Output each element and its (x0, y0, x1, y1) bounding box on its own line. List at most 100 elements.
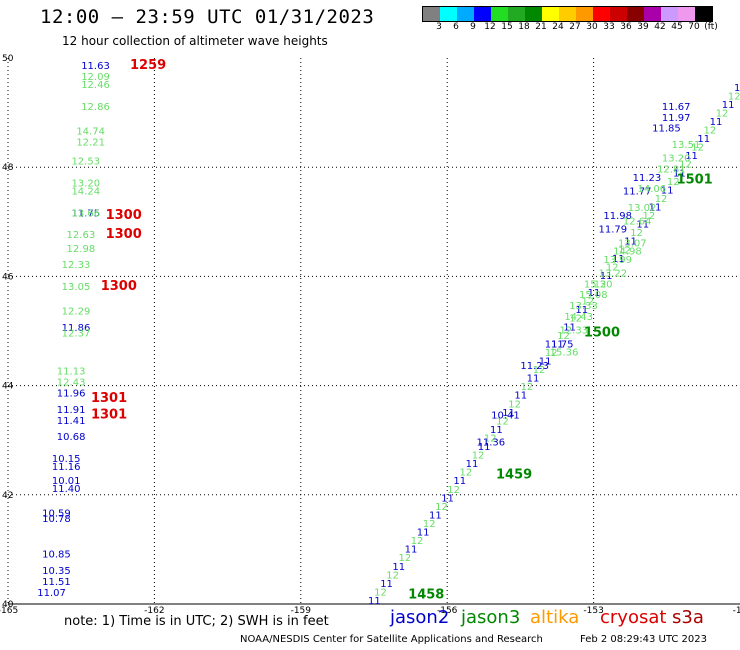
ground-track-mark: 11 (380, 579, 393, 590)
ground-track-mark: 11 (527, 374, 540, 385)
grid-layer (8, 58, 740, 604)
pass-time-label: 1458 (408, 588, 444, 603)
ground-track-mark: 11 (405, 545, 418, 556)
ground-track-mark: 11 (673, 168, 686, 179)
ground-track-mark: 11 (539, 356, 552, 367)
ground-track-mark: 11 (697, 134, 710, 145)
jason3-swh-label: 12.43 (57, 378, 86, 389)
color-swatch (610, 7, 627, 21)
jason2-swh-label: 11.77 (623, 187, 652, 198)
jason3-swh-label: 12.53 (71, 156, 100, 167)
cryosat-swh-label: 1300 (106, 208, 142, 223)
jason2-swh-label: 10.59 (42, 509, 71, 520)
jason3-swh-label: 13.99 (603, 255, 632, 266)
color-scale-label: 30 (586, 22, 598, 32)
jason3-swh-label: 14.74 (76, 126, 105, 137)
color-swatch (474, 7, 491, 21)
ground-track-mark: 12 (716, 108, 729, 119)
color-scale-label: 15 (501, 22, 513, 32)
color-scale-label: (ft) (704, 22, 718, 32)
generated-time: Feb 2 08:29:43 UTC 2023 (580, 634, 707, 645)
x-tick-label: -15 (733, 606, 740, 616)
jason2-swh-label: 11.79 (598, 225, 627, 236)
ground-track-mark: 11 (710, 117, 723, 128)
color-swatch (440, 7, 457, 21)
color-scale-labels: 3 6 9 12 15 18 21 24 27 30 33 36 39 42 45 70 (ft) (422, 22, 740, 34)
color-scale-label: 39 (637, 22, 649, 32)
jason3-swh-label: 13.22 (598, 268, 627, 279)
ground-track-fill: 1112111211121112111211121112111211121112… (368, 83, 740, 607)
jason2-swh-label: 10.78 (42, 514, 71, 525)
jason2-swh-label: 11.51 (42, 577, 71, 588)
color-scale-label: 27 (569, 22, 581, 32)
jason3-swh-label: 12.86 (81, 102, 110, 113)
color-scale-label: 9 (470, 22, 476, 32)
legend-jason3: jason3 (461, 607, 521, 628)
ground-track-mark: 12 (606, 262, 619, 273)
color-swatch (457, 7, 474, 21)
color-swatch (508, 7, 525, 21)
jason3-swh-label: 14.24 (71, 187, 100, 198)
jason2-swh-label: 11.85 (652, 124, 681, 135)
jason2-swh-label: 11.75 (545, 339, 574, 350)
jason2-swh-label: 11.97 (662, 113, 691, 124)
jason3-swh-label: 12.21 (76, 137, 105, 148)
ground-track-mark: 12 (447, 485, 460, 496)
ground-track-mark: 12 (618, 245, 631, 256)
ground-track-mark: 11 (624, 237, 637, 248)
y-tick-label: 40 (2, 600, 14, 610)
ground-track-mark: 12 (704, 126, 717, 137)
jason3-swh-label: 15.36 (550, 348, 579, 359)
ground-track-mark: 11 (417, 528, 430, 539)
jason3-swh-label: 12.33 (62, 260, 91, 271)
jason3-swh-label: 12.33 (559, 326, 588, 337)
legend-jason2: jason2 (390, 607, 450, 628)
jason2-swh-label: 11.96 (57, 389, 86, 400)
ground-track-mark: 12 (655, 194, 668, 205)
ground-track-mark: 12 (582, 297, 595, 308)
jason2-swh-label: 10.35 (42, 566, 71, 577)
footer-note: note: 1) Time is in UTC; 2) SWH is in fe… (64, 614, 329, 629)
ground-track-mark: 12 (545, 348, 558, 359)
jason3-swh-label: 13.02 (628, 203, 657, 214)
jason3-swh-label: 12.29 (62, 307, 91, 318)
jason2-swh-label: 11.07 (37, 588, 66, 599)
jason3-swh-label: 11.13 (57, 367, 86, 378)
page-title: 12:00 – 23:59 UTC 01/31/2023 (40, 6, 375, 28)
jason3-swh-label: 12.81 (657, 165, 686, 176)
ground-track-mark: 11 (722, 100, 735, 111)
pass-time-label: 1501 (677, 173, 713, 188)
color-scale-label: 45 (671, 22, 683, 32)
jason2-swh-label: 11.16 (52, 462, 81, 473)
ground-track-mark: 11 (453, 476, 466, 487)
jason3-swh-label: 13.66 (71, 208, 100, 219)
cryosat-swh-label: 1301 (91, 391, 127, 406)
ground-track-mark: 12 (399, 553, 412, 564)
y-tick-label: 42 (2, 491, 13, 501)
jason2-swh-label: 11.41 (57, 416, 86, 427)
cryosat-swh-label: 1300 (101, 279, 137, 294)
ground-track-mark: 12 (374, 587, 387, 598)
jason3-swh-label: 12.46 (81, 80, 110, 91)
jason3-swh-label: 13.20 (662, 154, 691, 165)
cryosat-swh-label: 1259 (130, 58, 166, 73)
ground-track-mark: 12 (667, 177, 680, 188)
color-swatch (593, 7, 610, 21)
jason3-swh-label: 13.20 (71, 178, 100, 189)
jason3-swh-label: 15.08 (579, 290, 608, 301)
ground-track-mark: 12 (679, 160, 692, 171)
ground-track-mark: 11 (490, 425, 503, 436)
color-swatch (542, 7, 559, 21)
ground-track-mark: 12 (411, 536, 424, 547)
ground-track-mark: 11 (661, 185, 674, 196)
color-scale-label: 42 (654, 22, 666, 32)
jason2-swh-label: 11.40 (52, 484, 81, 495)
jason3-swh-label: 13.07 (618, 238, 647, 249)
color-swatch (576, 7, 593, 21)
jason3-swh-label: 12.37 (62, 328, 91, 339)
ground-track-mark: 11 (588, 288, 601, 299)
ground-track-mark: 11 (563, 322, 576, 333)
color-scale-label: 3 (436, 22, 442, 32)
cryosat-swh-label: 1300 (106, 227, 142, 242)
